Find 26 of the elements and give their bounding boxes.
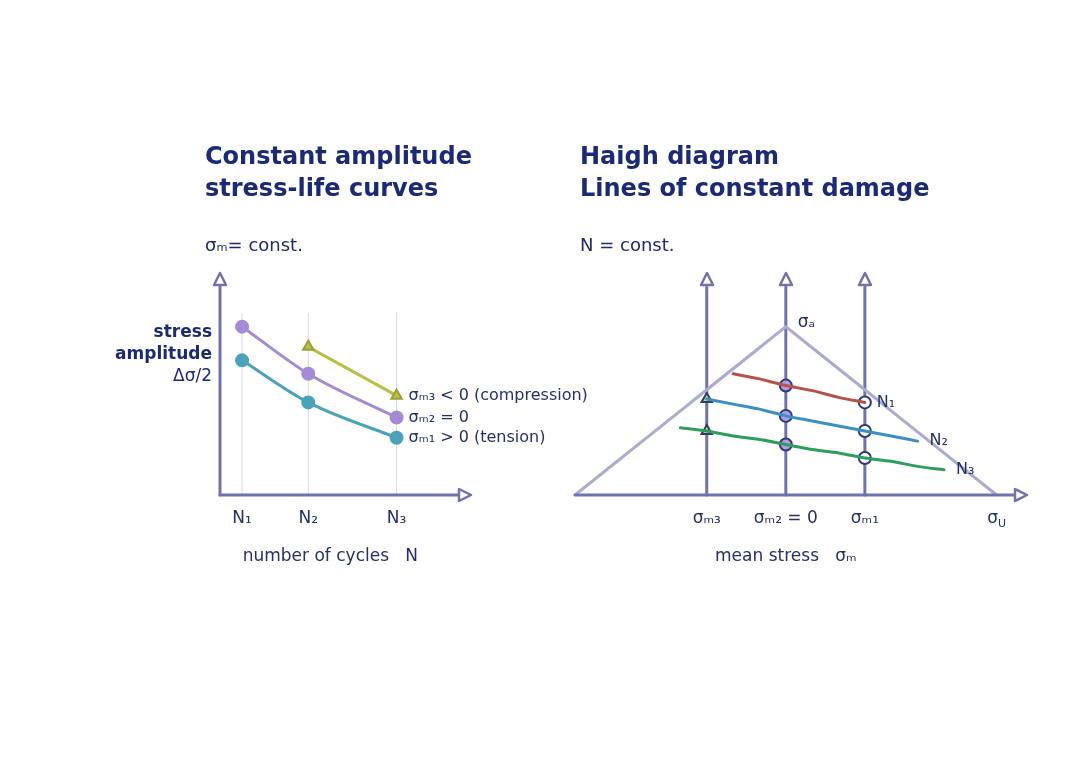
point (301, 366, 316, 381)
x-tick-label: σₘ₁ (850, 507, 879, 528)
series-label: N₁ (876, 391, 896, 411)
chart-subtitle: N = const. (580, 234, 676, 255)
point (389, 410, 404, 425)
y-axis-title: stress amplitude Δσ/2 (115, 321, 213, 386)
x-tick-label: N₂ (298, 507, 319, 528)
x-axis-title: mean stress σₘ (715, 545, 857, 566)
x-tick-label: N₃ (386, 507, 407, 528)
point (235, 319, 250, 334)
point (301, 395, 316, 410)
series-label: σₘ₂ = 0 (408, 406, 469, 426)
series-label: σₘ₁ > 0 (tension) (408, 426, 546, 446)
point (389, 430, 404, 445)
annotation: σₐ (797, 311, 816, 332)
series-label: N₃ (955, 458, 975, 478)
x-tick-label: σₘ₃ (692, 507, 721, 528)
series-label: N₂ (929, 430, 948, 450)
x-tick-label: σₘ₂ = 0 (753, 507, 818, 528)
chart-subtitle: σₘ= const. (205, 234, 303, 255)
chart-title: Haigh diagram Lines of constant damage (580, 141, 931, 204)
chart-title: Constant amplitude stress-life curves (205, 142, 472, 202)
point (235, 353, 250, 368)
x-tick-label: N₁ (232, 507, 252, 528)
series-label: σₘ₃ < 0 (compression) (408, 384, 588, 404)
x-axis-title: number of cycles N (242, 545, 418, 566)
